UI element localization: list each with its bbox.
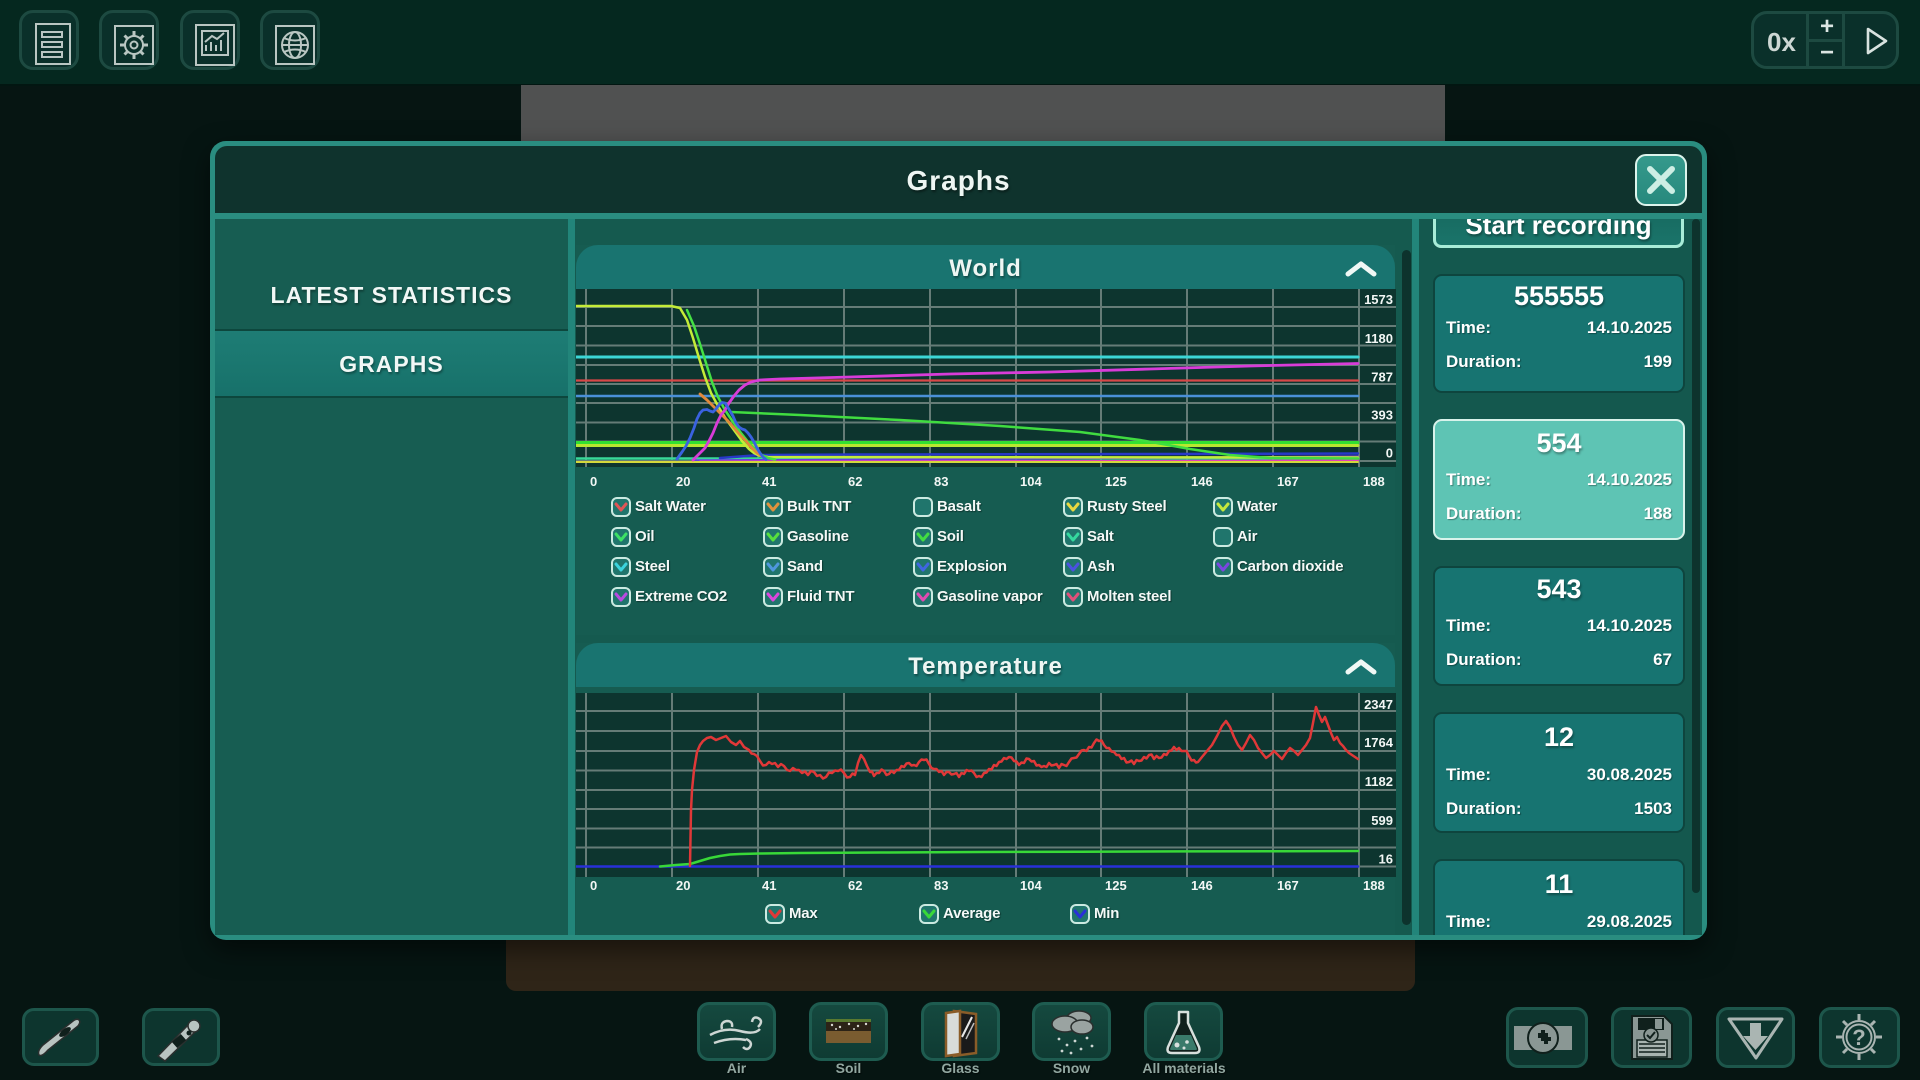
svg-text:167: 167 — [1277, 474, 1299, 489]
svg-text:0: 0 — [1386, 446, 1393, 461]
svg-text:83: 83 — [934, 878, 948, 893]
svg-text:125: 125 — [1105, 878, 1127, 893]
svg-text:0: 0 — [590, 878, 597, 893]
svg-text:41: 41 — [762, 474, 776, 489]
svg-text:167: 167 — [1277, 878, 1299, 893]
svg-text:?: ? — [1852, 1025, 1865, 1050]
svg-text:20: 20 — [676, 474, 690, 489]
svg-text:1764: 1764 — [1364, 735, 1394, 750]
svg-text:125: 125 — [1105, 474, 1127, 489]
svg-text:104: 104 — [1020, 878, 1042, 893]
svg-text:16: 16 — [1379, 852, 1393, 867]
svg-text:104: 104 — [1020, 474, 1042, 489]
svg-text:0: 0 — [590, 474, 597, 489]
svg-text:188: 188 — [1363, 474, 1385, 489]
svg-text:2347: 2347 — [1364, 697, 1393, 712]
svg-text:146: 146 — [1191, 474, 1213, 489]
svg-text:20: 20 — [676, 878, 690, 893]
svg-text:1180: 1180 — [1365, 331, 1393, 346]
svg-text:83: 83 — [934, 474, 948, 489]
svg-text:599: 599 — [1371, 813, 1393, 828]
svg-text:1182: 1182 — [1365, 774, 1393, 789]
svg-text:41: 41 — [762, 878, 776, 893]
svg-text:146: 146 — [1191, 878, 1213, 893]
svg-text:1573: 1573 — [1364, 292, 1393, 307]
svg-text:62: 62 — [848, 878, 862, 893]
svg-text:62: 62 — [848, 474, 862, 489]
svg-text:787: 787 — [1371, 370, 1393, 385]
svg-text:393: 393 — [1371, 408, 1393, 423]
svg-text:188: 188 — [1363, 878, 1385, 893]
